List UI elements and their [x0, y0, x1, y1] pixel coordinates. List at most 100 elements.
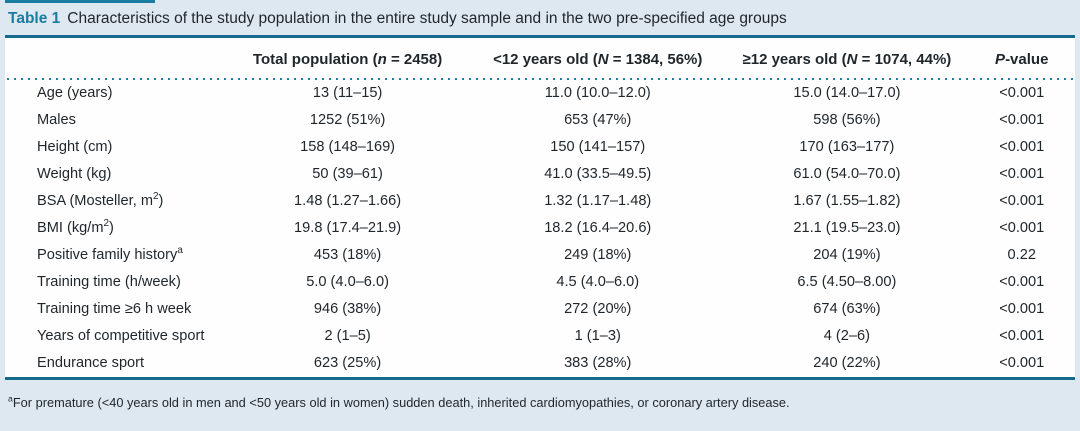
table-row: Weight (kg) 50 (39–61) 41.0 (33.5–49.5) …: [5, 161, 1075, 188]
p-value-cell: <0.001: [999, 166, 1045, 182]
over-12-cell: 204 (19%): [813, 247, 881, 263]
header-p-value: P-value: [995, 51, 1049, 68]
p-value-cell: <0.001: [999, 85, 1045, 101]
row-label-superscript: 2: [103, 218, 109, 230]
under-12-cell: 653 (47%): [564, 112, 632, 128]
row-label-suffix: ): [158, 193, 164, 209]
row-label-cell: Age (years): [5, 80, 221, 107]
under-12-cell: 249 (18%): [564, 247, 632, 263]
table-caption: Table 1 Characteristics of the study popu…: [0, 0, 1080, 35]
header-under-12: <12 years old (N = 1384, 56%): [493, 51, 703, 68]
under-12-cell: 11.0 (10.0–12.0): [544, 85, 651, 101]
over-12-cell: 6.5 (4.50–8.00): [797, 274, 897, 290]
footnote-text: For premature (<40 years old in men and …: [12, 395, 790, 410]
row-label-cell: BSA (Mosteller, m2): [5, 188, 221, 215]
row-label: Training time (h/week): [37, 274, 181, 290]
table-row: BMI (kg/m2) 19.8 (17.4–21.9) 18.2 (16.4–…: [5, 215, 1075, 242]
p-value-cell: <0.001: [999, 328, 1045, 344]
dotted-divider: [7, 78, 1073, 80]
p-value-cell: <0.001: [999, 112, 1045, 128]
row-label: BMI (kg/m: [37, 220, 104, 236]
header-over-12: ≥12 years old (N = 1074, 44%): [742, 51, 952, 68]
over-12-cell: 61.0 (54.0–70.0): [793, 166, 901, 182]
total-population-cell: 1252 (51%): [309, 112, 386, 128]
under-12-cell: 383 (28%): [564, 355, 632, 371]
table-panel: Total population (n = 2458) <12 years ol…: [5, 35, 1075, 380]
top-accent-rule: [5, 0, 155, 3]
row-label-cell: Training time (h/week): [5, 269, 221, 296]
total-population-cell: 2 (1–5): [324, 328, 371, 344]
under-12-cell: 272 (20%): [564, 301, 632, 317]
row-label: Height (cm): [37, 139, 113, 155]
total-population-cell: 946 (38%): [313, 301, 382, 317]
over-12-cell: 598 (56%): [813, 112, 881, 128]
total-population-cell: 13 (11–15): [312, 85, 383, 101]
over-12-cell: 240 (22%): [813, 355, 881, 371]
row-label-superscript: 2: [152, 191, 159, 203]
row-label: Training time ≥6 h week: [37, 301, 192, 317]
total-population-cell: 623 (25%): [313, 355, 382, 371]
table-row: Positive family historya 453 (18%) 249 (…: [5, 242, 1075, 269]
under-12-cell: 1.32 (1.17–1.48): [544, 193, 652, 209]
under-12-cell: 150 (141–157): [550, 139, 646, 155]
footnote-marker: a: [8, 393, 13, 404]
row-label: Positive family history: [37, 247, 178, 263]
table-row: Endurance sport 623 (25%) 383 (28%) 240 …: [5, 350, 1075, 377]
row-label: Years of competitive sport: [37, 328, 205, 344]
total-population-cell: 158 (148–169): [300, 139, 396, 155]
total-population-cell: 453 (18%): [313, 247, 382, 263]
row-label: BSA (Mosteller, m: [37, 193, 153, 209]
table-row: Height (cm) 158 (148–169) 150 (141–157) …: [5, 134, 1075, 161]
under-12-cell: 18.2 (16.4–20.6): [544, 220, 652, 236]
over-12-cell: 21.1 (19.5–23.0): [793, 220, 901, 236]
table-caption-text: Characteristics of the study population …: [67, 10, 787, 27]
p-value-cell: <0.001: [999, 193, 1045, 209]
row-label-cell: Endurance sport: [5, 350, 221, 377]
row-label-cell: BMI (kg/m2): [5, 215, 221, 242]
total-population-cell: 19.8 (17.4–21.9): [294, 220, 402, 236]
table-body: Age (years) 13 (11–15) 11.0 (10.0–12.0) …: [5, 80, 1075, 377]
row-label-cell: Training time ≥6 h week: [5, 296, 221, 323]
total-population-cell: 50 (39–61): [312, 166, 383, 182]
over-12-cell: 1.67 (1.55–1.82): [793, 193, 901, 209]
over-12-cell: 4 (2–6): [823, 328, 871, 344]
over-12-cell: 674 (63%): [813, 301, 881, 317]
p-value-cell: <0.001: [999, 139, 1045, 155]
total-population-cell: 5.0 (4.0–6.0): [306, 274, 389, 290]
table-row: Training time ≥6 h week 946 (38%) 272 (2…: [5, 296, 1075, 323]
header-total-population: Total population (n = 2458): [252, 51, 443, 68]
p-value-cell: <0.001: [999, 301, 1045, 317]
row-label-superscript: a: [177, 245, 183, 257]
row-label: Age (years): [37, 85, 113, 101]
under-12-cell: 41.0 (33.5–49.5): [544, 166, 652, 182]
table-number-label: Table 1: [8, 10, 61, 27]
table-row: Males 1252 (51%) 653 (47%) 598 (56%) <0.…: [5, 107, 1075, 134]
row-label-cell: Height (cm): [5, 134, 221, 161]
row-label-cell: Weight (kg): [5, 161, 221, 188]
header-characteristic: [5, 38, 221, 78]
p-value-cell: 0.22: [1007, 247, 1036, 263]
row-label-cell: Years of competitive sport: [5, 323, 221, 350]
header-row: Total population (n = 2458) <12 years ol…: [5, 38, 1075, 78]
characteristics-table: Total population (n = 2458) <12 years ol…: [5, 38, 1075, 377]
under-12-cell: 4.5 (4.0–6.0): [556, 274, 640, 290]
row-label: Males: [37, 112, 76, 128]
table-row: Age (years) 13 (11–15) 11.0 (10.0–12.0) …: [5, 80, 1075, 107]
header-divider-row: [5, 78, 1075, 80]
total-population-cell: 1.48 (1.27–1.66): [294, 193, 402, 209]
over-12-cell: 15.0 (14.0–17.0): [793, 85, 901, 101]
row-label-cell: Positive family historya: [5, 242, 221, 269]
p-value-cell: <0.001: [999, 355, 1045, 371]
table-row: Training time (h/week) 5.0 (4.0–6.0) 4.5…: [5, 269, 1075, 296]
row-label-suffix: ): [109, 220, 114, 236]
table-row: Years of competitive sport 2 (1–5) 1 (1–…: [5, 323, 1075, 350]
table-footnote: aFor premature (<40 years old in men and…: [0, 380, 1080, 411]
row-label-cell: Males: [5, 107, 221, 134]
under-12-cell: 1 (1–3): [574, 328, 621, 344]
p-value-cell: <0.001: [999, 220, 1045, 236]
table-row: BSA (Mosteller, m2) 1.48 (1.27–1.66) 1.3…: [5, 188, 1075, 215]
over-12-cell: 170 (163–177): [799, 139, 895, 155]
p-value-cell: <0.001: [999, 274, 1045, 290]
row-label: Endurance sport: [37, 355, 145, 371]
row-label: Weight (kg): [37, 166, 112, 182]
